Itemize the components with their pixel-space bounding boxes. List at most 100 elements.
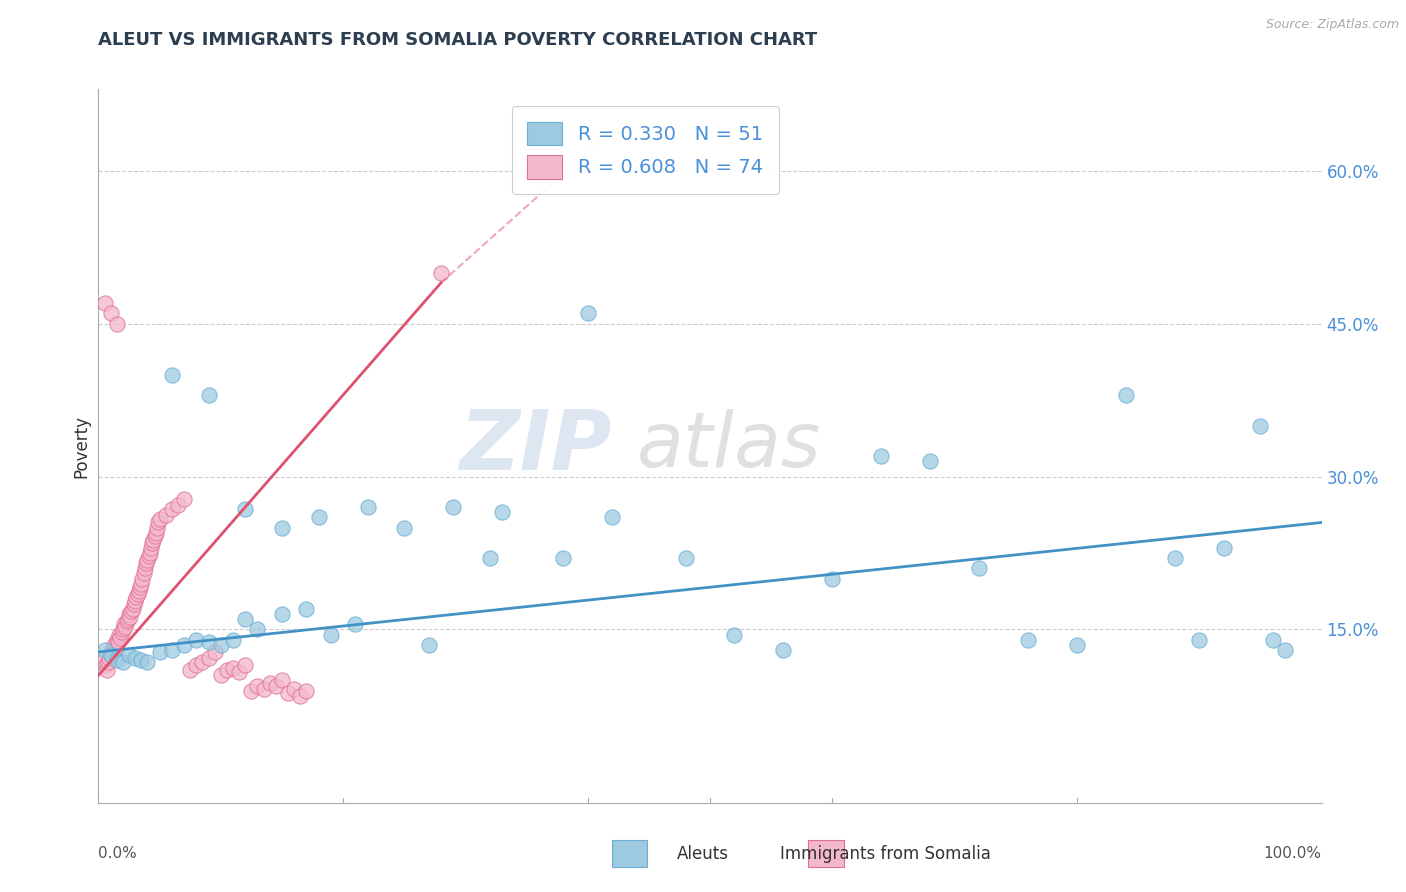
Point [148, 516, 170, 530]
Text: atlas: atlas [637, 409, 821, 483]
Point [111, 623, 134, 637]
Point [1164, 551, 1187, 566]
Point [173, 638, 195, 652]
Point [264, 679, 287, 693]
Point [295, 602, 318, 616]
Point [553, 551, 575, 566]
Text: Immigrants from Somalia: Immigrants from Somalia [780, 845, 991, 863]
Point [136, 553, 159, 567]
Point [105, 632, 128, 647]
Point [124, 651, 146, 665]
Point [600, 510, 623, 524]
Point [240, 683, 263, 698]
Point [344, 617, 367, 632]
Text: ZIP: ZIP [460, 406, 612, 486]
Point [191, 655, 214, 669]
Point [111, 624, 134, 639]
Point [112, 617, 135, 632]
Point [131, 572, 153, 586]
Point [142, 533, 165, 547]
Point [114, 620, 136, 634]
Point [105, 317, 128, 331]
Point [246, 623, 269, 637]
Point [98, 651, 121, 665]
Point [233, 658, 256, 673]
Point [160, 502, 183, 516]
Text: Aleuts: Aleuts [678, 845, 728, 863]
Point [129, 653, 152, 667]
Point [120, 610, 142, 624]
Point [430, 266, 453, 280]
Point [233, 502, 256, 516]
Point [870, 449, 893, 463]
Point [392, 520, 416, 534]
Point [723, 627, 745, 641]
Point [139, 546, 162, 560]
Point [103, 638, 125, 652]
Legend: R = 0.330   N = 51, R = 0.608   N = 74: R = 0.330 N = 51, R = 0.608 N = 74 [512, 106, 779, 194]
Point [186, 658, 208, 673]
Point [160, 643, 183, 657]
Point [478, 551, 501, 566]
Text: 0.0%: 0.0% [98, 846, 138, 861]
Point [295, 683, 318, 698]
Point [1188, 632, 1211, 647]
Point [111, 655, 134, 669]
Point [132, 566, 155, 581]
Point [145, 525, 167, 540]
Point [118, 607, 141, 622]
Point [104, 640, 127, 655]
Point [124, 594, 146, 608]
Point [204, 645, 226, 659]
Point [105, 653, 128, 667]
Point [96, 663, 118, 677]
Point [160, 368, 183, 382]
Point [283, 681, 305, 696]
Point [441, 500, 464, 515]
Point [118, 648, 141, 662]
Point [576, 306, 599, 320]
Point [197, 634, 219, 648]
Point [129, 580, 152, 594]
Point [215, 663, 238, 677]
Point [127, 587, 149, 601]
Point [308, 510, 330, 524]
Point [121, 602, 143, 616]
Point [149, 512, 172, 526]
Point [1274, 643, 1296, 657]
Point [356, 500, 378, 515]
Point [319, 627, 342, 641]
Point [246, 679, 269, 693]
Point [100, 648, 122, 662]
Point [134, 561, 156, 575]
Point [139, 541, 162, 555]
Point [1212, 541, 1234, 555]
Point [97, 655, 120, 669]
Point [1249, 418, 1271, 433]
Point [222, 632, 245, 647]
Point [209, 668, 232, 682]
Text: Source: ZipAtlas.com: Source: ZipAtlas.com [1265, 18, 1399, 31]
Point [115, 615, 138, 629]
Point [197, 651, 219, 665]
Point [491, 505, 513, 519]
Point [107, 634, 129, 648]
Point [1261, 632, 1284, 647]
Point [186, 632, 208, 647]
Point [1017, 632, 1039, 647]
Point [270, 673, 294, 688]
Point [270, 607, 294, 622]
Point [167, 498, 190, 512]
Point [138, 549, 160, 563]
Point [228, 665, 250, 680]
Point [143, 529, 166, 543]
Point [93, 643, 115, 657]
Point [120, 604, 142, 618]
Y-axis label: Poverty: Poverty [72, 415, 90, 477]
Point [418, 638, 440, 652]
Point [1066, 638, 1088, 652]
Point [93, 653, 115, 667]
Point [117, 612, 139, 626]
Point [100, 306, 122, 320]
Point [135, 556, 157, 570]
